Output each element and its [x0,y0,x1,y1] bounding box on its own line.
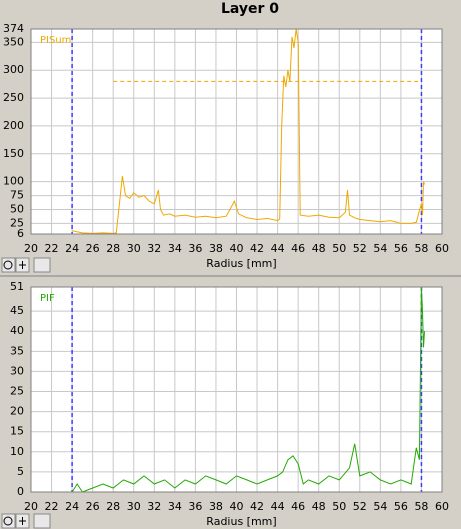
pan-button[interactable] [33,257,51,273]
x-tick-label: 32 [147,242,161,255]
legend-label: PISum [40,35,71,46]
x-tick-label: 48 [312,500,326,513]
x-tick-label: 30 [127,242,141,255]
y-tick-label: 6 [17,227,24,240]
x-tick-label: 28 [106,500,120,513]
x-tick-label: 54 [373,500,387,513]
x-tick-label: 46 [291,500,305,513]
y-tick-label: 10 [10,445,24,458]
x-tick-label: 50 [332,242,346,255]
x-tick-label: 54 [373,242,387,255]
y-tick-label: 200 [3,119,24,132]
x-tick-label: 22 [45,500,59,513]
legend-label: PIF [40,293,55,304]
x-tick-label: 26 [86,500,100,513]
x-tick-label: 34 [168,242,182,255]
x-tick-label: 56 [394,242,408,255]
x-tick-label: 38 [209,242,223,255]
y-tick-label: 300 [3,63,24,76]
x-tick-label: 30 [127,500,141,513]
y-tick-label: 45 [10,304,24,317]
x-axis-label: Radius [mm] [206,257,276,270]
x-tick-label: 40 [230,500,244,513]
y-tick-label: 350 [3,35,24,48]
y-tick-label: 25 [10,385,24,398]
x-tick-label: 60 [435,242,449,255]
y-tick-label: 25 [10,216,24,229]
zoom-icon [3,260,13,270]
y-tick-label: 100 [3,175,24,188]
y-tick-label: 50 [10,202,24,215]
x-tick-label: 38 [209,500,223,513]
data-line [71,286,425,493]
x-tick-label: 60 [435,500,449,513]
x-tick-label: 40 [230,242,244,255]
crosshair-icon [19,261,26,269]
crosshair-icon [19,517,26,525]
x-tick-label: 52 [353,242,367,255]
x-tick-label: 34 [168,500,182,513]
x-tick-label: 58 [414,242,428,255]
y-tick-label: 40 [10,324,24,337]
x-tick-label: 32 [147,500,161,513]
data-line [71,28,425,234]
x-tick-label: 22 [45,242,59,255]
y-tick-label: 0 [17,485,24,498]
x-tick-label: 36 [188,242,202,255]
zoom-icon [3,516,13,526]
x-tick-label: 56 [394,500,408,513]
y-tick-label: 15 [10,425,24,438]
plot-frame [30,28,443,235]
y-tick-label: 20 [10,405,24,418]
x-tick-label: 42 [250,500,264,513]
x-tick-label: 24 [65,500,79,513]
x-axis-label: Radius [mm] [206,515,276,528]
y-tick-label: 75 [10,189,24,202]
x-tick-label: 44 [271,500,285,513]
y-tick-label: 374 [3,22,24,35]
x-tick-label: 26 [86,242,100,255]
x-tick-label: 52 [353,500,367,513]
y-tick-label: 35 [10,344,24,357]
x-tick-label: 20 [24,242,38,255]
y-tick-label: 150 [3,147,24,160]
y-tick-label: 250 [3,91,24,104]
y-tick-label: 30 [10,364,24,377]
toolbar [1,257,51,273]
pan-button[interactable] [33,513,51,529]
x-tick-label: 24 [65,242,79,255]
y-tick-label: 51 [10,280,24,293]
x-tick-label: 42 [250,242,264,255]
plot-frame [30,286,443,493]
x-tick-label: 48 [312,242,326,255]
x-tick-label: 20 [24,500,38,513]
x-tick-label: 28 [106,242,120,255]
toolbar [1,513,51,529]
y-tick-label: 5 [17,465,24,478]
x-tick-label: 46 [291,242,305,255]
x-tick-label: 58 [414,500,428,513]
x-tick-label: 50 [332,500,346,513]
window-title: Layer 0 [221,1,279,17]
x-tick-label: 44 [271,242,285,255]
x-tick-label: 36 [188,500,202,513]
